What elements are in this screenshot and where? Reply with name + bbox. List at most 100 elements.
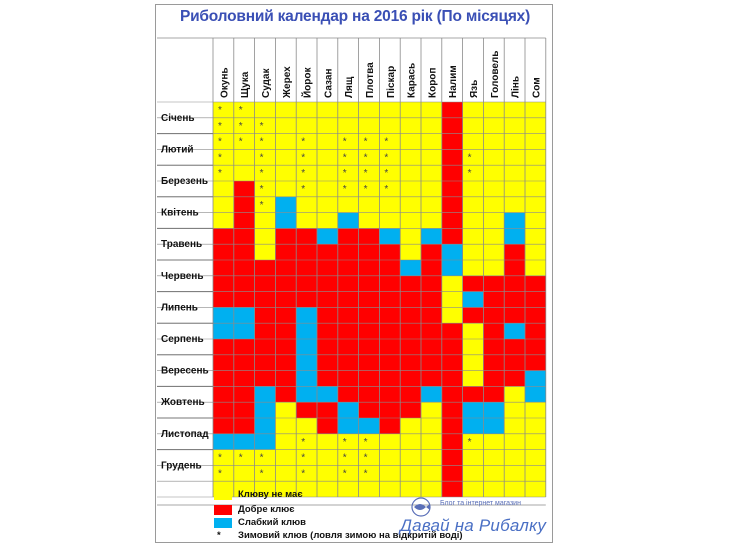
heatmap-cell — [213, 260, 234, 276]
winter-bite-star: * — [301, 152, 305, 163]
heatmap-cell — [213, 102, 234, 118]
heatmap-cell — [483, 354, 505, 371]
heatmap-cell — [317, 291, 338, 308]
heatmap-cell — [525, 149, 546, 166]
heatmap-cell — [358, 212, 380, 229]
heatmap-cell — [358, 465, 380, 482]
heatmap-cell — [462, 165, 484, 181]
heatmap-cell — [296, 133, 317, 150]
heatmap-cell — [379, 212, 401, 229]
heatmap-cell — [358, 481, 380, 497]
heatmap-cell — [275, 149, 297, 166]
heatmap-cell — [462, 370, 484, 387]
heatmap-cell — [504, 181, 525, 197]
heatmap-cell — [254, 149, 276, 166]
heatmap-cell — [525, 133, 546, 150]
heatmap-cell — [483, 165, 505, 181]
watermark-brand[interactable]: Давай на Рибалку — [400, 516, 547, 535]
heatmap-cell — [441, 386, 463, 403]
heatmap-cell — [400, 354, 421, 371]
heatmap-cell — [462, 449, 484, 466]
heatmap-cell — [296, 165, 317, 181]
heatmap-cell — [254, 117, 276, 134]
heatmap-cell — [504, 449, 525, 466]
heatmap-cell — [233, 449, 255, 466]
heatmap-cell — [254, 307, 276, 324]
heatmap-cell — [525, 433, 546, 450]
heatmap-cell — [233, 402, 255, 418]
heatmap-cell — [254, 102, 276, 118]
heatmap-cell — [296, 149, 317, 166]
heatmap-cell — [525, 181, 546, 197]
watermark-tagline: Блог та інтернет магазин — [440, 500, 521, 507]
heatmap-cell — [317, 307, 338, 324]
heatmap-cell — [275, 291, 297, 308]
heatmap-cell — [504, 402, 525, 418]
heatmap-cell — [358, 370, 380, 387]
heatmap-cell — [525, 370, 546, 387]
heatmap-cell — [462, 354, 484, 371]
heatmap-cell — [213, 323, 234, 339]
heatmap-cell — [337, 212, 359, 229]
heatmap-cell — [296, 433, 317, 450]
winter-bite-star: * — [364, 137, 368, 148]
winter-bite-star: * — [260, 184, 264, 195]
heatmap-cell — [254, 339, 276, 355]
heatmap-cell — [213, 339, 234, 355]
heatmap-cell — [462, 149, 484, 166]
heatmap-cell — [483, 260, 505, 276]
heatmap-cell — [421, 102, 442, 118]
heatmap-cell — [296, 181, 317, 197]
winter-bite-star: * — [301, 468, 305, 479]
heatmap-cell — [275, 260, 297, 276]
heatmap-cell — [441, 433, 463, 450]
heatmap-cell — [275, 165, 297, 181]
heatmap-cell — [504, 418, 525, 434]
month-row-label: Вересень — [161, 366, 209, 377]
winter-bite-star: * — [364, 168, 368, 179]
heatmap-cell — [421, 402, 442, 418]
heatmap-cell — [233, 418, 255, 434]
chart-title: Риболовний календар на 2016 рік (По міся… — [179, 8, 531, 25]
heatmap-cell — [233, 370, 255, 387]
heatmap-cell — [462, 102, 484, 118]
heatmap-cell — [400, 433, 421, 450]
winter-bite-star: * — [343, 437, 347, 448]
month-row-label: Серпень — [161, 334, 204, 345]
heatmap-cell — [400, 402, 421, 418]
legend-swatch-no-bite — [214, 490, 232, 500]
fish-column-label: Піскар — [386, 66, 397, 98]
heatmap-cell — [400, 339, 421, 355]
heatmap-cell — [233, 291, 255, 308]
heatmap-cell — [358, 323, 380, 339]
heatmap-cell — [441, 275, 463, 292]
heatmap-cell — [275, 370, 297, 387]
heatmap-cell — [525, 354, 546, 371]
heatmap-cell — [254, 323, 276, 339]
heatmap-cell — [296, 307, 317, 324]
heatmap-cell — [337, 323, 359, 339]
heatmap-cell — [337, 370, 359, 387]
heatmap-cell — [213, 275, 234, 292]
heatmap-cell — [379, 370, 401, 387]
heatmap-cell — [317, 465, 338, 482]
heatmap-cell — [462, 133, 484, 150]
heatmap-cell — [296, 323, 317, 339]
fish-column-label: Окунь — [219, 67, 230, 98]
heatmap-cell — [379, 386, 401, 403]
heatmap-cell — [525, 228, 546, 245]
heatmap-cell — [337, 481, 359, 497]
heatmap-cell — [213, 149, 234, 166]
winter-bite-star: * — [364, 453, 368, 464]
winter-bite-star: * — [260, 121, 264, 132]
heatmap-cell — [337, 149, 359, 166]
fish-column-label: Сом — [531, 77, 542, 98]
heatmap-cell — [317, 386, 338, 403]
heatmap-cell — [296, 228, 317, 245]
heatmap-cell — [254, 354, 276, 371]
heatmap-cell — [213, 181, 234, 197]
heatmap-cell — [525, 339, 546, 355]
heatmap-cell — [462, 291, 484, 308]
heatmap-cell — [275, 102, 297, 118]
heatmap-cell — [254, 465, 276, 482]
